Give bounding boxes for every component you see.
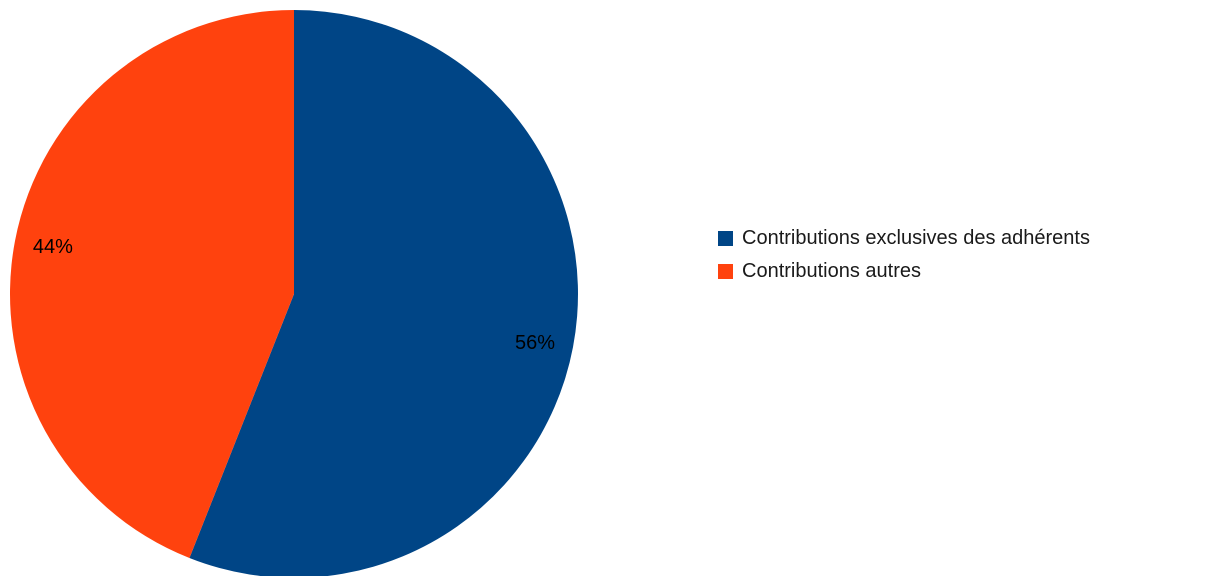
pie-data-label-0: 56% <box>515 332 555 354</box>
legend-label-adherents: Contributions exclusives des adhérents <box>742 227 1090 249</box>
pie-slice-1 <box>10 10 295 559</box>
pie-data-labels: 56% 44% <box>33 236 555 354</box>
legend-swatch-adherents <box>718 231 733 246</box>
legend-label-autres: Contributions autres <box>742 260 921 282</box>
legend-item-adherents: Contributions exclusives des adhérents <box>718 222 1090 255</box>
legend: Contributions exclusives des adhérents C… <box>718 222 1090 288</box>
pie-slices <box>10 10 578 576</box>
legend-swatch-autres <box>718 264 733 279</box>
legend-item-autres: Contributions autres <box>718 255 1090 288</box>
pie-data-label-1: 44% <box>33 236 73 258</box>
pie-slice-0 <box>189 10 578 576</box>
